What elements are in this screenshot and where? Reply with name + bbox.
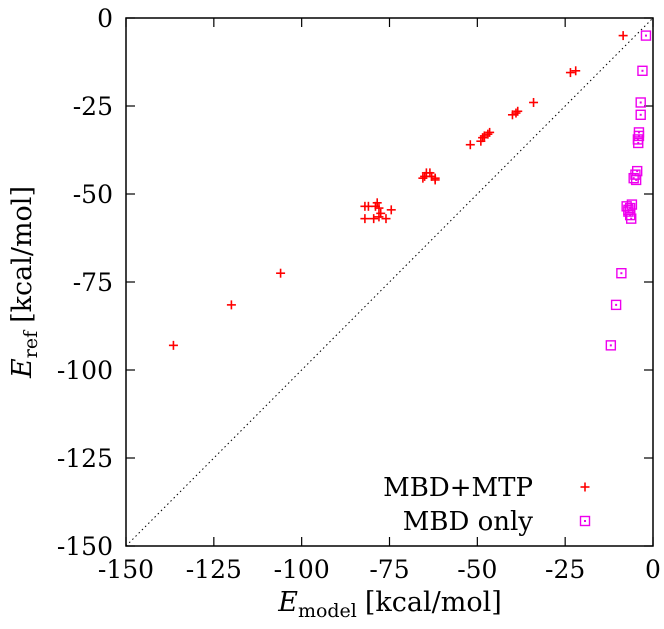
point-mbd-mtp [360,214,370,224]
point-mbd-mtp [276,268,286,278]
point-mbd-mtp [386,205,396,215]
point-mbd-only [640,30,652,41]
x-tick-label: 0 [645,555,661,584]
x-tick-label: -75 [369,555,409,584]
point-mbd-mtp [374,203,384,213]
point-mbd-mtp [418,173,428,183]
point-mbd-mtp [372,198,382,208]
x-axis-label: Emodel [kcal/mol] [277,587,502,622]
point-mbd-mtp [565,68,575,78]
point-mbd-only [630,174,642,186]
point-mbd-mtp [618,31,628,41]
point-mbd-mtp [465,140,475,150]
point-mbd-only [610,299,622,311]
x-axis-symbol: E [277,587,298,618]
point-mbd-only [628,172,639,184]
y-tick-label: -125 [57,444,113,473]
legend-marker-mbd-mtp [580,482,590,492]
point-mbd-mtp [483,129,493,139]
point-mbd-only [635,109,646,121]
point-mbd-only [633,137,644,149]
y-tick-label: -100 [57,356,113,385]
y-axis-unit: [kcal/mol] [7,186,38,323]
legend-marker-square [579,515,591,527]
point-mbd-only [623,204,634,216]
x-tick-label: -150 [98,555,154,584]
point-mbd-only [616,268,627,279]
legend-label-mbd-only: MBD only [403,507,534,537]
point-mbd-mtp [374,212,384,222]
x-tick-label: -50 [457,555,497,584]
point-mbd-mtp [513,106,523,116]
y-tick-label: 0 [97,4,113,33]
y-tick-label: -75 [73,268,113,297]
x-tick-label: -100 [274,555,330,584]
y-axis-label: Eref [kcal/mol] [7,186,42,379]
point-mbd-only [605,340,617,351]
diagonal-reference-line [125,17,654,547]
point-mbd-only [624,202,636,214]
data-points [168,30,652,351]
plot-frame [125,17,654,547]
legend-marker-mbd-only [579,515,591,527]
point-mbd-mtp [529,97,539,107]
point-mbd-only [621,201,632,212]
y-tick-label: -25 [73,92,113,121]
legend: MBD+MTP MBD only [383,473,591,537]
y-tick-label: -150 [57,532,113,561]
x-axis-unit: [kcal/mol] [365,587,502,618]
legend-marker-plus [580,482,590,492]
point-mbd-mtp [511,108,521,118]
point-mbd-only [626,199,638,210]
x-tick-label: -125 [186,555,242,584]
x-tick-label: -25 [545,555,585,584]
point-mbd-only [637,65,648,77]
y-axis-symbol: E [7,358,38,379]
point-mbd-mtp [571,66,581,76]
y-axis-subscript: ref [20,329,42,358]
x-axis-subscript: model [298,600,357,622]
point-mbd-mtp [168,340,178,350]
point-mbd-mtp [226,300,236,310]
point-mbd-mtp [369,214,379,224]
point-mbd-only [633,130,645,142]
axis-ticks: -150 -125 -100 -75 -50 -25 0 0 -25 -50 -75 -100 -125… [57,4,661,584]
point-mbd-mtp [381,214,391,224]
y-tick-label: -50 [73,180,113,209]
point-mbd-mtp [430,173,440,183]
legend-label-mbd-mtp: MBD+MTP [383,473,533,503]
plot-area [125,17,654,547]
point-mbd-mtp [478,133,488,143]
point-mbd-only [635,97,646,108]
point-mbd-mtp [485,127,495,137]
